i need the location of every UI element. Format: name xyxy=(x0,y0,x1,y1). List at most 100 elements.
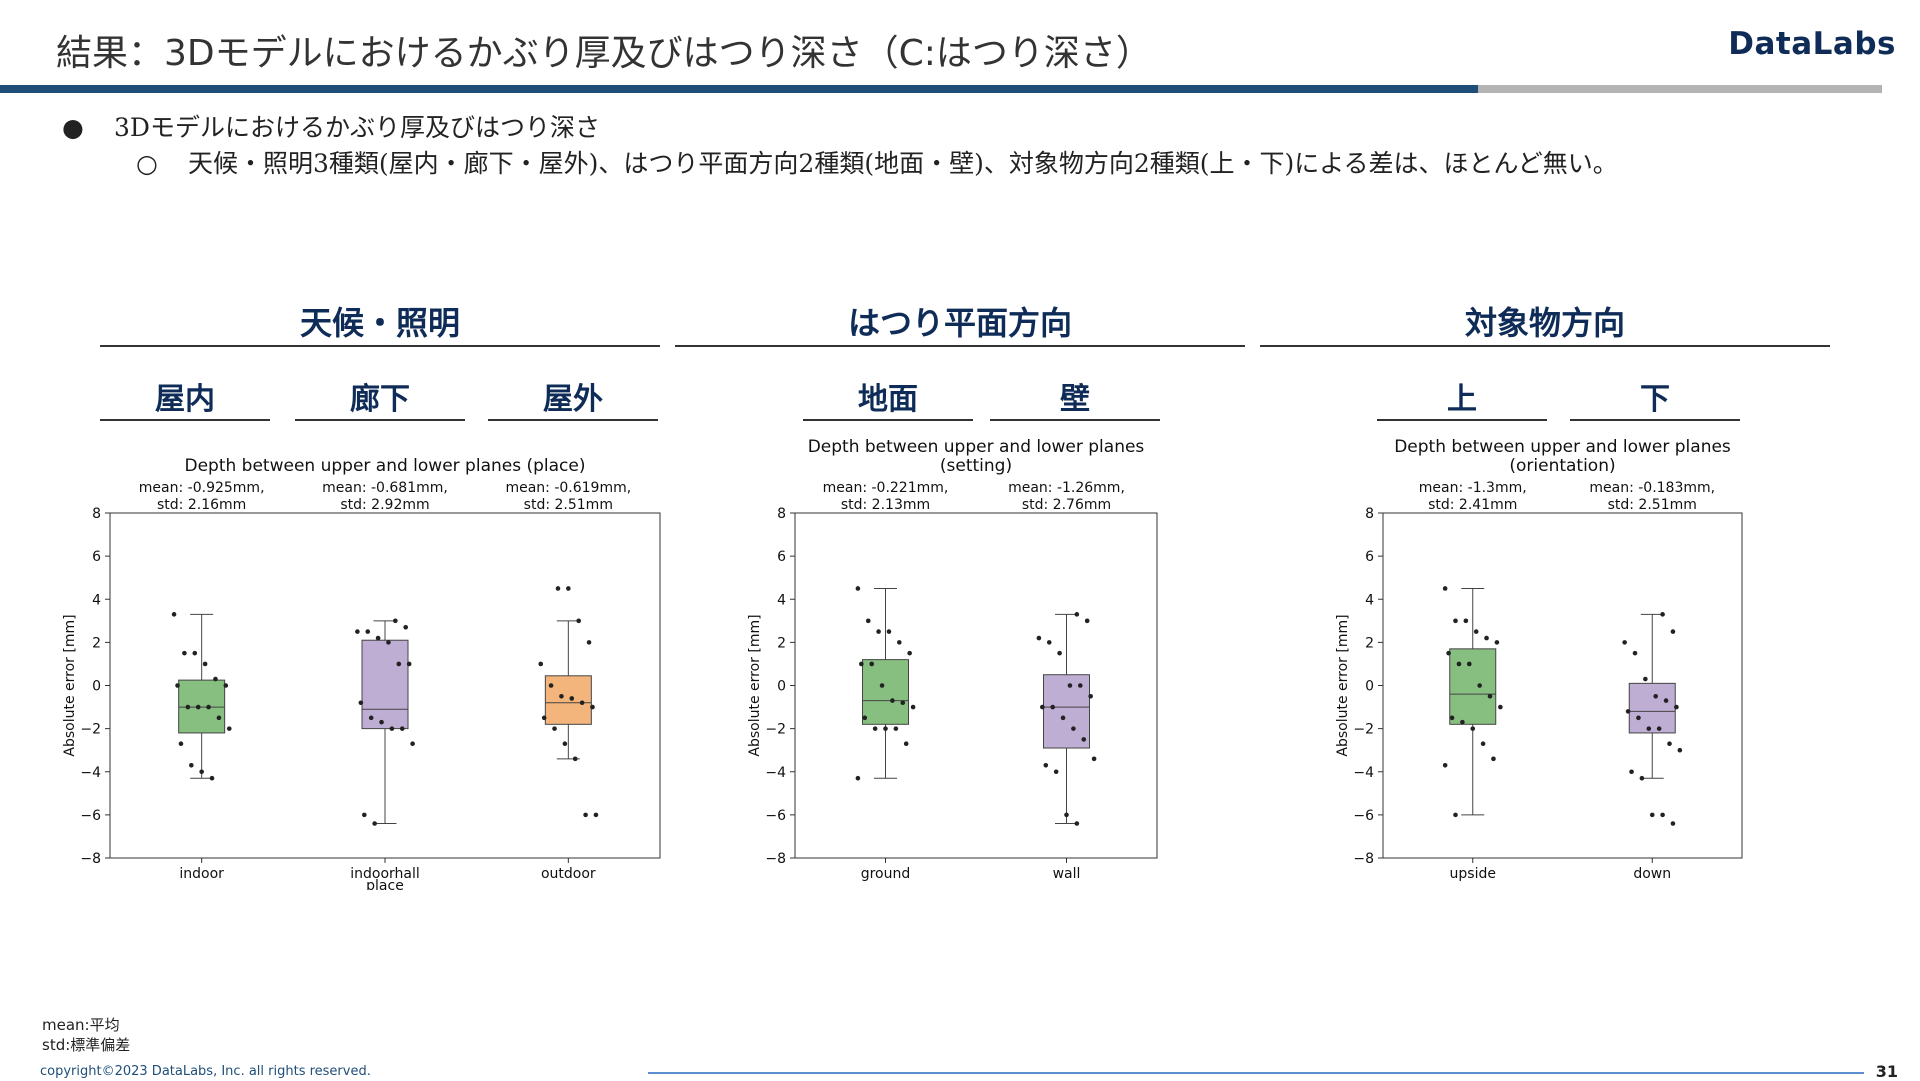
y-tick-label: −4 xyxy=(80,765,101,781)
data-point xyxy=(907,650,912,656)
data-point xyxy=(209,775,215,781)
sub-title-down: 下 xyxy=(1640,382,1670,417)
data-point xyxy=(1622,640,1627,645)
data-point xyxy=(206,704,211,710)
data-point xyxy=(1467,661,1472,667)
data-point xyxy=(175,683,180,688)
y-tick-label: 2 xyxy=(1365,635,1374,651)
data-point xyxy=(1057,650,1062,656)
y-tick-label: 0 xyxy=(92,679,101,695)
y-tick-label: 4 xyxy=(1365,592,1374,608)
data-point xyxy=(1487,693,1493,699)
y-tick-label: 0 xyxy=(777,679,786,695)
data-point xyxy=(583,812,588,818)
y-tick-label: −2 xyxy=(1353,722,1374,738)
data-point xyxy=(879,683,885,688)
data-point xyxy=(555,586,561,591)
box-ground xyxy=(862,659,909,725)
data-point xyxy=(538,661,544,667)
data-point xyxy=(1091,756,1097,762)
chart-title-line2: (setting) xyxy=(940,456,1012,476)
data-point xyxy=(1670,821,1676,826)
data-point xyxy=(1632,650,1638,656)
y-axis-label: Absolute error [mm] xyxy=(747,614,763,756)
data-point xyxy=(1646,726,1652,731)
data-point xyxy=(1625,709,1631,714)
data-point xyxy=(1442,762,1448,768)
data-point xyxy=(883,726,888,731)
y-tick-label: 8 xyxy=(92,506,101,522)
sub-title-up: 上 xyxy=(1447,382,1477,417)
data-point xyxy=(865,618,871,624)
data-point xyxy=(171,612,177,617)
data-point xyxy=(1480,741,1486,747)
stats-mean-text: mean: -0.925mm, xyxy=(139,480,265,496)
copyright-text: copyright©2023 DataLabs, Inc. all rights… xyxy=(40,1064,371,1079)
data-point xyxy=(372,821,377,826)
data-point xyxy=(1453,618,1458,624)
y-tick-label: 4 xyxy=(777,592,786,608)
stats-mean-text: mean: -0.681mm, xyxy=(322,480,448,496)
group-underline-weather xyxy=(100,345,660,347)
y-tick-label: 4 xyxy=(92,592,101,608)
bullet-dot-icon: ● xyxy=(62,113,84,142)
data-point xyxy=(178,741,184,747)
data-point xyxy=(216,715,222,721)
data-point xyxy=(1653,693,1658,699)
data-point xyxy=(1067,683,1073,688)
group-underline-plane xyxy=(675,345,1245,347)
stats-mean-text: mean: -1.3mm, xyxy=(1419,480,1527,496)
data-point xyxy=(1674,704,1679,710)
x-tick-label: upside xyxy=(1450,866,1496,882)
data-point xyxy=(1074,821,1080,826)
slide-title: 結果：3Dモデルにおけるかぶり厚及びはつり深さ（C:はつり深さ） xyxy=(56,33,1152,74)
x-tick-label: outdoor xyxy=(541,866,596,882)
data-point xyxy=(859,661,864,667)
data-point xyxy=(569,696,575,701)
x-axis-label: place xyxy=(366,878,404,890)
group-underline-orientation xyxy=(1260,345,1830,347)
stats-mean-text: mean: -1.26mm, xyxy=(1008,480,1125,496)
data-point xyxy=(213,676,218,682)
chart-title-line1: Depth between upper and lower planes xyxy=(1394,437,1731,457)
y-tick-label: 8 xyxy=(1365,506,1374,522)
stats-std-text: std: 2.16mm xyxy=(157,497,246,513)
data-point xyxy=(862,715,868,721)
y-tick-label: −2 xyxy=(765,722,786,738)
data-point xyxy=(1473,629,1479,634)
data-point xyxy=(1050,704,1055,710)
chart-title-line1: Depth between upper and lower planes xyxy=(808,437,1145,457)
sub-underline-wall xyxy=(990,419,1160,421)
data-point xyxy=(572,756,578,762)
y-tick-label: 2 xyxy=(777,635,786,651)
data-point xyxy=(1460,719,1465,725)
data-point xyxy=(362,812,367,818)
data-point xyxy=(375,635,381,641)
stats-std-text: std: 2.41mm xyxy=(1428,497,1517,513)
y-tick-label: −8 xyxy=(1353,851,1374,867)
stats-std-text: std: 2.76mm xyxy=(1022,497,1111,513)
y-tick-label: −6 xyxy=(765,808,786,824)
data-point xyxy=(562,741,568,747)
stats-mean-text: mean: -0.221mm, xyxy=(823,480,949,496)
sub-underline-ground xyxy=(803,419,973,421)
stats-mean-text: mean: -0.619mm, xyxy=(505,480,631,496)
legend-mean: mean:平均 xyxy=(42,1016,120,1034)
data-point xyxy=(1667,741,1672,747)
y-tick-label: −6 xyxy=(1353,808,1374,824)
y-tick-label: 6 xyxy=(777,549,786,565)
data-point xyxy=(1663,698,1669,703)
data-point xyxy=(406,661,412,667)
data-point xyxy=(1081,737,1087,742)
data-point xyxy=(389,726,395,731)
data-point xyxy=(1043,762,1049,768)
data-point xyxy=(886,629,892,634)
data-point xyxy=(1036,635,1042,641)
sub-underline-indoor xyxy=(100,419,270,421)
boxplot-setting: Depth between upper and lower planes(set… xyxy=(747,437,1158,882)
data-point xyxy=(1463,618,1469,624)
data-point xyxy=(189,762,194,768)
data-point xyxy=(192,650,198,656)
data-point xyxy=(1484,635,1489,641)
plot-frame xyxy=(794,512,1158,859)
